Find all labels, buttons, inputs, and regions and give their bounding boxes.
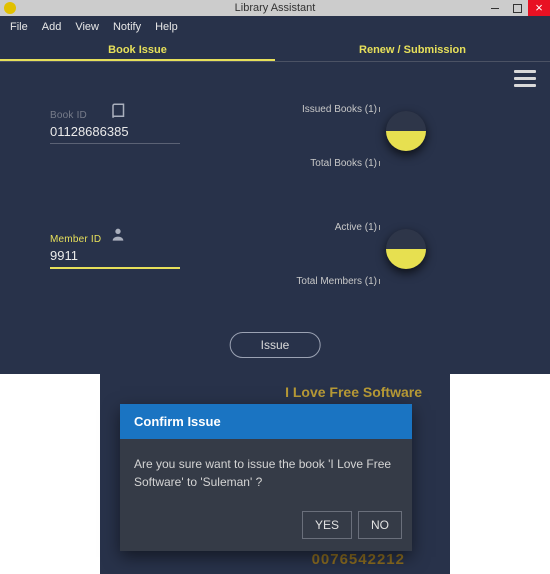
tab-book-issue[interactable]: Book Issue bbox=[0, 38, 275, 61]
confirm-dialog: Confirm Issue Are you sure want to issue… bbox=[120, 404, 412, 551]
menu-add[interactable]: Add bbox=[42, 21, 62, 33]
maximize-button[interactable] bbox=[506, 0, 528, 16]
lower-panel: I Love Free Software 0076542212 Confirm … bbox=[100, 374, 450, 574]
menu-bar: File Add View Notify Help bbox=[0, 16, 550, 38]
main-window: File Add View Notify Help Book Issue Ren… bbox=[0, 16, 550, 374]
underline bbox=[50, 267, 180, 269]
menu-file[interactable]: File bbox=[10, 21, 28, 33]
members-stat-circle bbox=[386, 229, 426, 269]
minimize-button[interactable] bbox=[484, 0, 506, 16]
background-book-number: 0076542212 bbox=[312, 551, 405, 568]
dialog-actions: YES NO bbox=[120, 501, 412, 551]
book-icon bbox=[110, 102, 128, 125]
issue-button[interactable]: Issue bbox=[230, 332, 321, 358]
total-books-label: Total Books (1) bbox=[310, 158, 380, 169]
dialog-message: Are you sure want to issue the book 'I L… bbox=[120, 439, 412, 501]
close-button[interactable] bbox=[528, 0, 550, 16]
window-title: Library Assistant bbox=[235, 2, 316, 14]
app-icon bbox=[4, 2, 16, 14]
title-bar: Library Assistant bbox=[0, 0, 550, 16]
book-id-block: Book ID bbox=[50, 110, 180, 144]
menu-notify[interactable]: Notify bbox=[113, 21, 141, 33]
member-id-block: Member ID bbox=[50, 234, 180, 269]
menu-help[interactable]: Help bbox=[155, 21, 178, 33]
dialog-no-button[interactable]: NO bbox=[358, 511, 402, 539]
window-controls bbox=[484, 0, 550, 16]
issue-button-wrap: Issue bbox=[230, 332, 321, 358]
tab-bar: Book Issue Renew / Submission bbox=[0, 38, 550, 62]
active-members-label: Active (1) bbox=[335, 222, 380, 233]
dialog-yes-button[interactable]: YES bbox=[302, 511, 352, 539]
member-icon bbox=[110, 226, 126, 247]
member-id-input[interactable] bbox=[50, 245, 180, 267]
issued-books-label: Issued Books (1) bbox=[302, 104, 380, 115]
background-book-title: I Love Free Software bbox=[285, 384, 422, 400]
underline bbox=[50, 143, 180, 144]
content-area: Book ID Issued Books (1) Total Books (1)… bbox=[0, 62, 550, 374]
total-members-label: Total Members (1) bbox=[296, 276, 380, 287]
dialog-title: Confirm Issue bbox=[120, 404, 412, 439]
books-stat-circle bbox=[386, 111, 426, 151]
menu-view[interactable]: View bbox=[75, 21, 99, 33]
tab-renew-submission[interactable]: Renew / Submission bbox=[275, 38, 550, 61]
hamburger-icon[interactable] bbox=[514, 70, 536, 88]
